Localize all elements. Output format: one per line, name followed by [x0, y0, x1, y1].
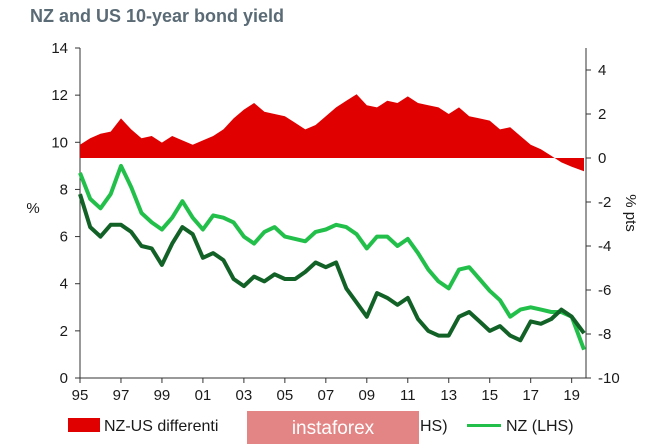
left-tick-label: 14: [51, 40, 68, 57]
watermark-text: instaforex: [292, 418, 375, 439]
left-tick-label: 4: [60, 276, 68, 293]
left-tick-label: 8: [60, 181, 68, 198]
right-tick-label: -6: [598, 282, 611, 299]
chart-title: NZ and US 10-year bond yield: [30, 6, 284, 26]
watermark-box: [247, 411, 419, 444]
x-tick-label: 05: [277, 387, 294, 404]
right-tick-label: 4: [598, 62, 606, 79]
legend-label-differential: NZ-US differenti: [104, 418, 218, 435]
series-area-nz-us-differential-rhs: [80, 94, 584, 172]
right-axis-label: % pts: [622, 194, 639, 232]
right-tick-label: -8: [598, 326, 611, 343]
x-tick-label: 17: [522, 387, 539, 404]
left-axis-label: %: [26, 200, 39, 217]
x-tick-label: 09: [358, 387, 375, 404]
x-tick-label: 97: [113, 387, 130, 404]
x-tick-label: 11: [400, 387, 416, 404]
tick-layer: 0 2 4 6 8 10 12 14 -10 -8 -6 -4 -2 0 2 4 95 97 99 01 03 05 07 0…: [51, 40, 619, 404]
x-tick-label: 01: [195, 387, 212, 404]
left-tick-label: 10: [51, 134, 68, 151]
series-line-us-lhs: [78, 193, 586, 343]
x-tick-label: 99: [154, 387, 171, 404]
right-tick-label: -10: [598, 370, 620, 387]
legend-label-differential-suffix: HS): [420, 418, 448, 435]
right-tick-label: -2: [598, 194, 611, 211]
series-line-nz-lhs: [78, 163, 586, 351]
legend-label-nz: NZ (LHS): [506, 418, 574, 435]
x-tick-label: 13: [440, 387, 457, 404]
x-tick-label: 03: [236, 387, 253, 404]
legend: NZ-US differenti HS) NZ (LHS): [68, 418, 574, 435]
right-tick-label: -4: [598, 238, 611, 255]
x-tick-label: 07: [317, 387, 334, 404]
right-tick-label: 2: [598, 106, 606, 123]
left-tick-label: 6: [60, 229, 68, 246]
left-tick-label: 2: [60, 323, 68, 340]
x-tick-label: 19: [563, 387, 580, 404]
left-tick-label: 0: [60, 370, 68, 387]
left-tick-label: 12: [51, 87, 68, 104]
right-tick-label: 0: [598, 150, 606, 167]
series-layer: [78, 94, 586, 351]
watermark: instaforex: [247, 411, 419, 444]
legend-swatch-differential: [68, 418, 100, 432]
legend-swatch-nz: [467, 424, 501, 427]
x-tick-label: 15: [481, 387, 498, 404]
x-tick-label: 95: [72, 387, 89, 404]
